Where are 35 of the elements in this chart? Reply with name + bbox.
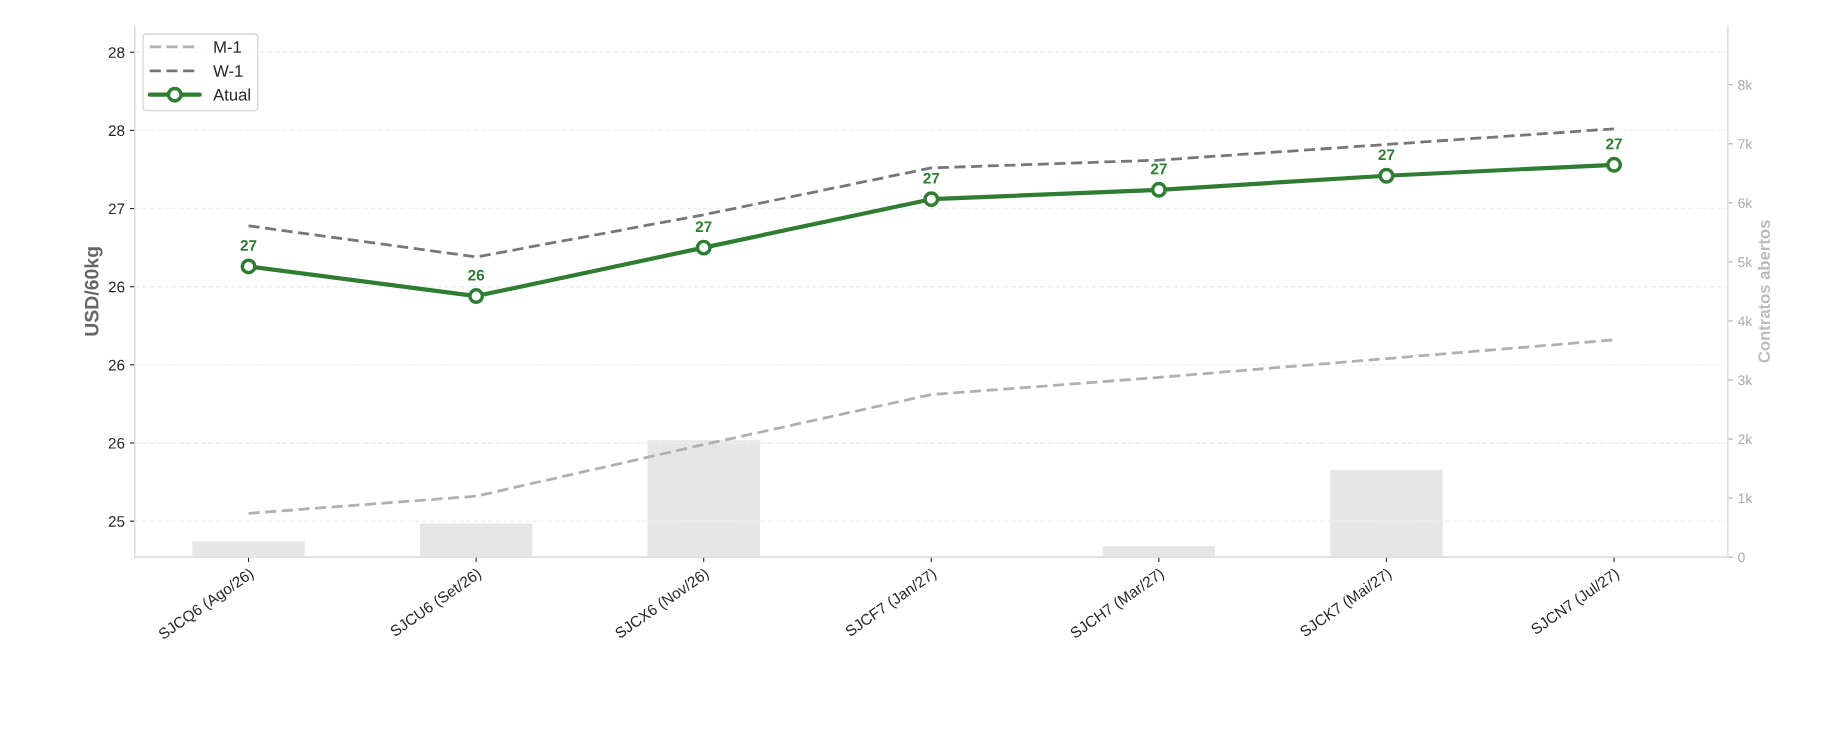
y2-tick-label: 0	[1738, 552, 1745, 563]
point	[695, 239, 712, 256]
y2-axis-title: Contratos abertos	[1757, 220, 1771, 363]
data-label: 27	[1378, 149, 1395, 161]
data-label: 27	[240, 240, 257, 251]
point	[468, 288, 485, 305]
y-tick-label: 26	[108, 437, 125, 449]
y2-tick-label: 3k	[1738, 374, 1753, 386]
y2-tick-label: 5k	[1738, 256, 1753, 268]
legend-label: M-1	[214, 41, 241, 53]
point	[923, 191, 940, 208]
y-tick-label: 26	[108, 359, 125, 371]
data-label: 27	[1150, 163, 1167, 175]
data-label: 26	[468, 269, 485, 281]
data-label: 27	[695, 221, 712, 232]
legend-label: W-1	[213, 65, 243, 77]
legend-label: Atual	[213, 88, 250, 101]
y-tick-label: 28	[108, 47, 125, 58]
point	[1378, 167, 1395, 184]
y-axis-title: USD/60kg	[84, 247, 103, 336]
point	[1150, 181, 1167, 198]
data-label: 27	[1606, 138, 1622, 150]
y2-tick-label: 4k	[1737, 315, 1753, 326]
y2-tick-label: 1k	[1738, 493, 1753, 504]
point	[240, 258, 257, 275]
y-tick-label: 26	[108, 281, 125, 293]
y2-tick-label: 2k	[1738, 433, 1753, 445]
y2-tick-label: 7k	[1738, 138, 1753, 149]
data-label: 27	[923, 172, 940, 184]
y2-tick-label: 8k	[1738, 79, 1753, 90]
y-tick-label: 27	[108, 203, 125, 215]
y2-tick-label: 6k	[1738, 197, 1753, 208]
y-tick-label: 25	[108, 516, 125, 527]
y-tick-label: 28	[108, 125, 125, 137]
point	[1606, 156, 1623, 173]
